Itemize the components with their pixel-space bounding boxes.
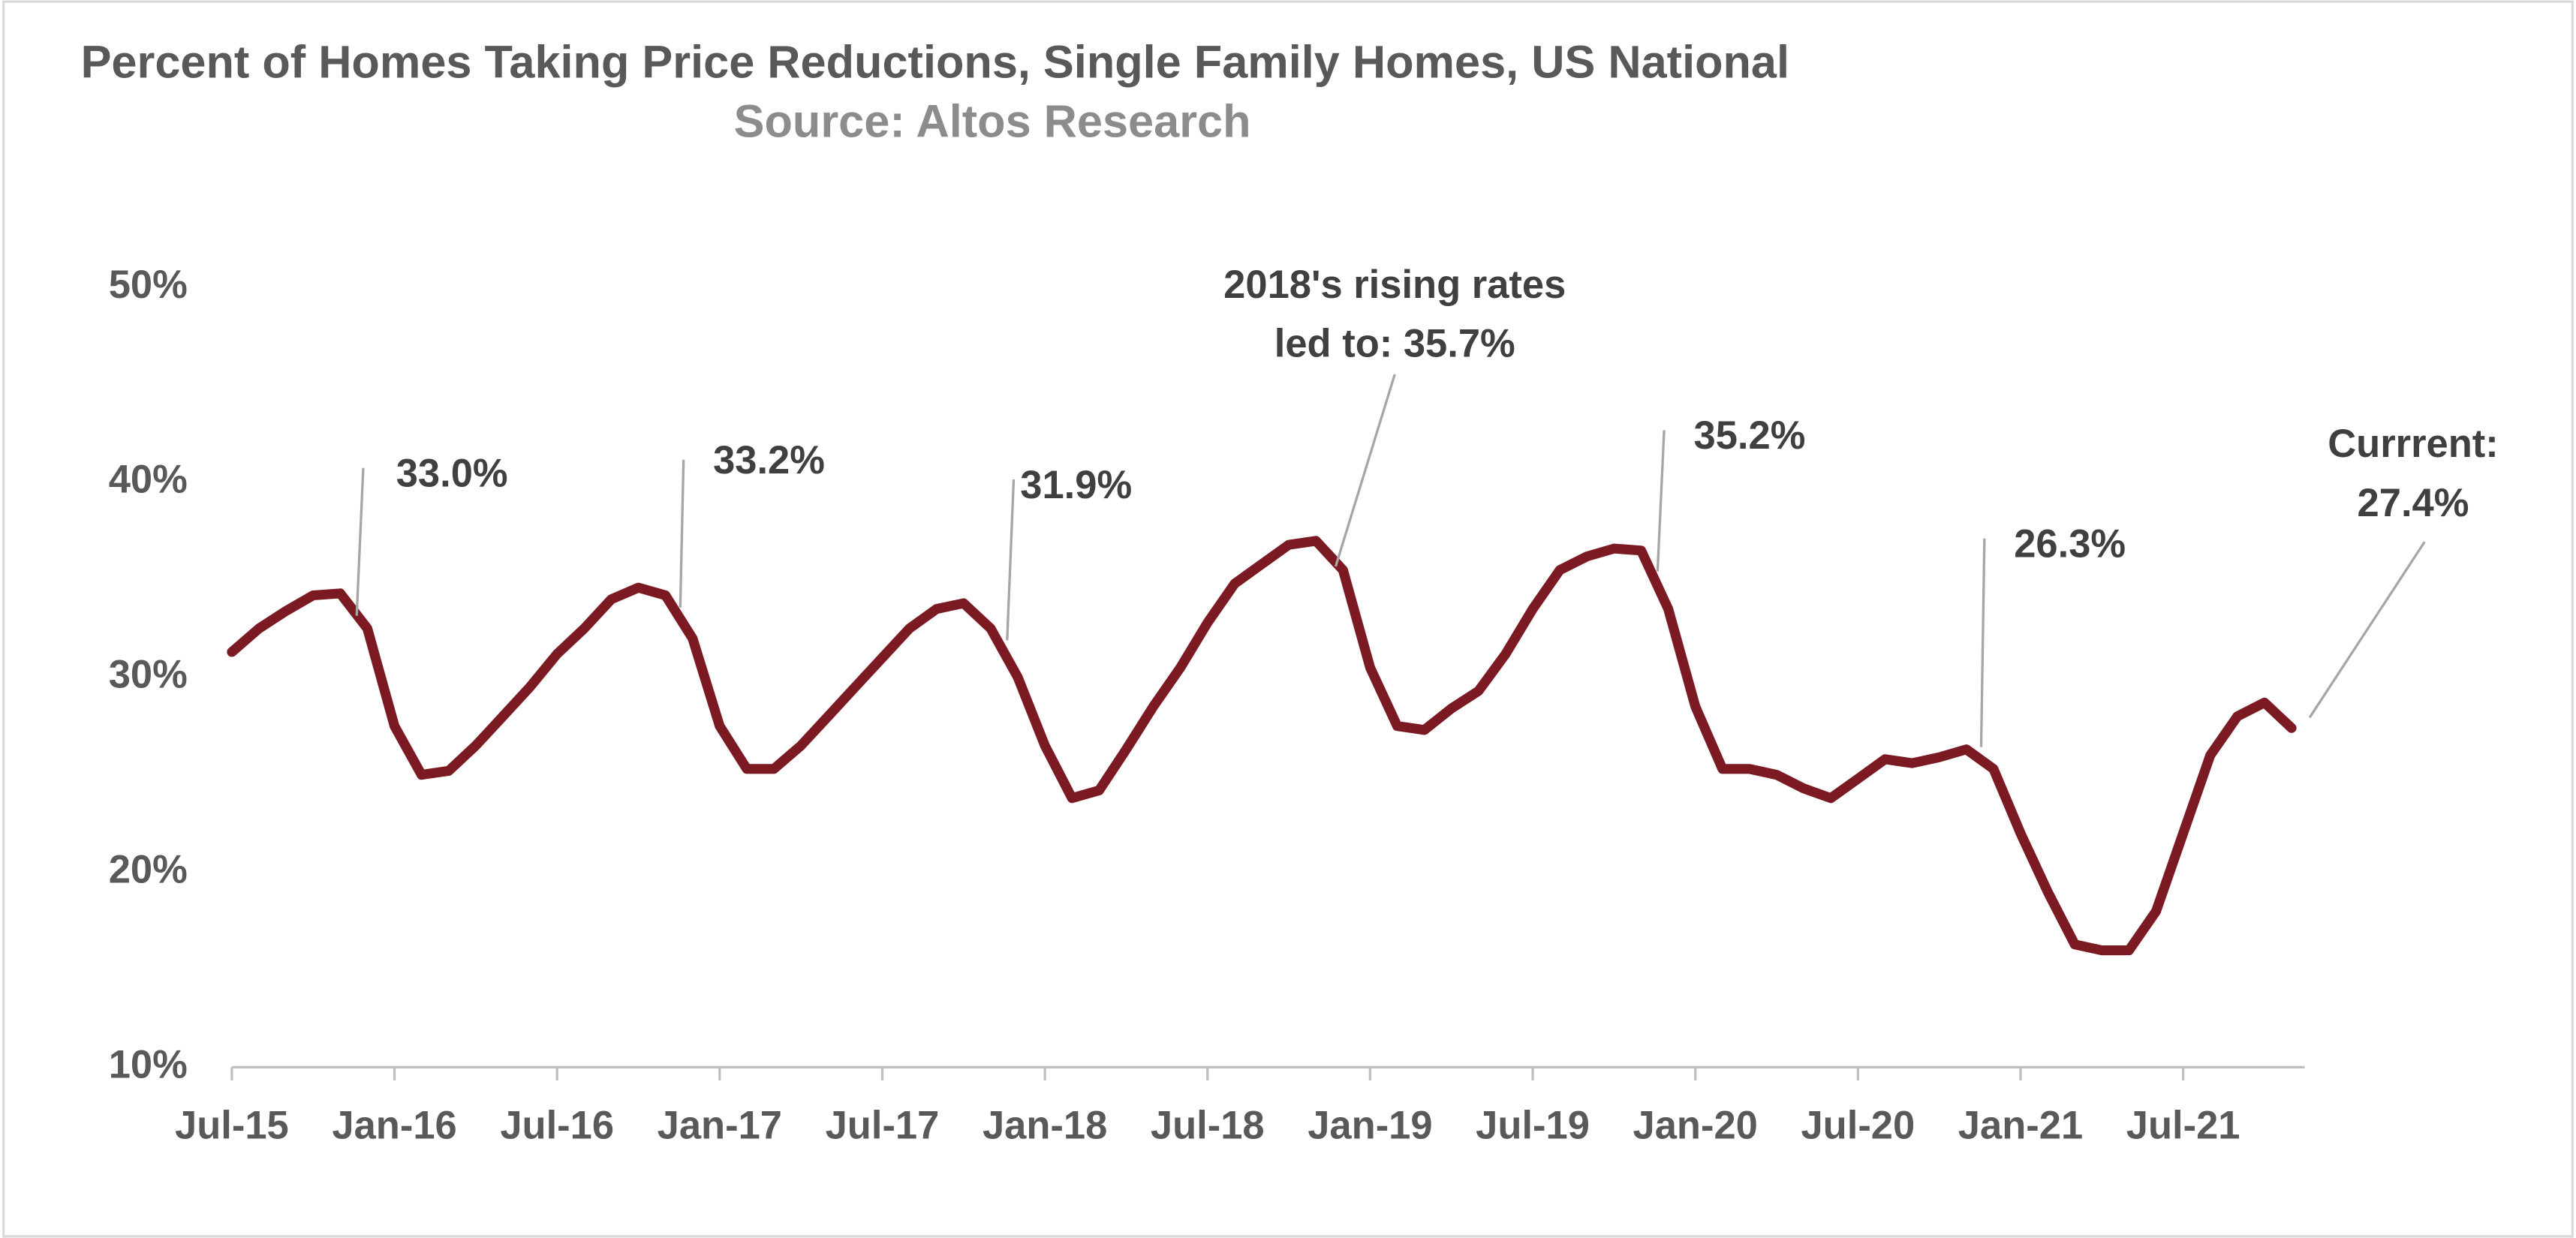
annotation-leader [1979,538,1986,747]
annotation-leader [1656,430,1666,572]
x-tick-label: Jul-21 [2126,1103,2240,1147]
x-tick-label: Jul-15 [175,1103,289,1147]
data-line [227,536,2297,956]
x-tick-label: Jan-19 [1308,1103,1432,1147]
annotation: 2018's rising rates [1223,263,1566,307]
x-tick-label: Jul-18 [1151,1103,1265,1147]
annotation-leader [2308,541,2426,719]
chart-title: Percent of Homes Taking Price Reductions… [81,37,1789,88]
annotation: 31.9% [1020,463,1132,507]
annotation-leader [1334,374,1396,567]
y-tick-label: 30% [109,653,188,697]
x-tick-label: Jan-21 [1958,1103,2083,1147]
x-tick-label: Jan-18 [983,1103,1107,1147]
annotation: 35.2% [1694,413,1806,458]
annotation: Currrent: [2328,422,2499,466]
y-tick-label: 50% [109,263,188,307]
x-tick-label: Jul-19 [1476,1103,1590,1147]
x-tick-label: Jul-20 [1801,1103,1915,1147]
annotation: led to: 35.7% [1274,322,1515,366]
annotation-leader [1006,479,1016,641]
y-tick-label: 20% [109,847,188,891]
y-tick-label: 10% [109,1042,188,1086]
y-tick-label: 40% [109,458,188,502]
x-tick-label: Jan-17 [658,1103,782,1147]
annotation: 33.2% [713,438,825,482]
annotation: 33.0% [396,451,508,495]
annotation: 27.4% [2358,481,2469,525]
x-tick-label: Jan-20 [1633,1103,1758,1147]
x-tick-label: Jul-17 [826,1103,940,1147]
annotation-leader [355,467,365,616]
x-tick-label: Jul-16 [500,1103,614,1147]
annotation: 26.3% [2014,522,2126,566]
x-tick-label: Jan-16 [332,1103,456,1147]
chart-subtitle: Source: Altos Research [734,96,1251,147]
annotation-leader [679,459,685,608]
